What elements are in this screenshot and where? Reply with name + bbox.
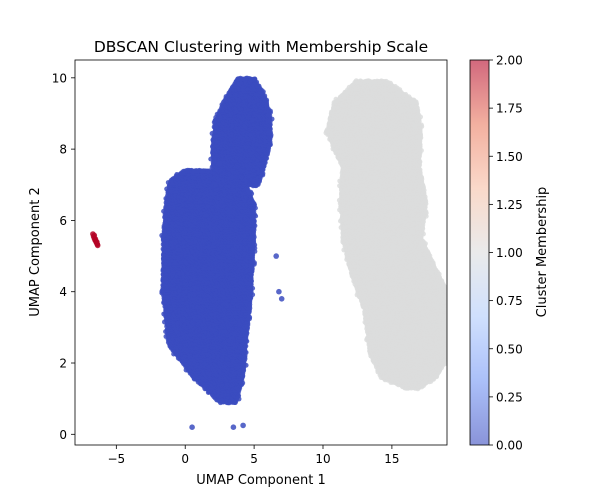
cluster-0-points	[159, 75, 285, 431]
scatter-points	[90, 75, 447, 431]
chart-title: DBSCAN Clustering with Membership Scale	[94, 38, 428, 56]
